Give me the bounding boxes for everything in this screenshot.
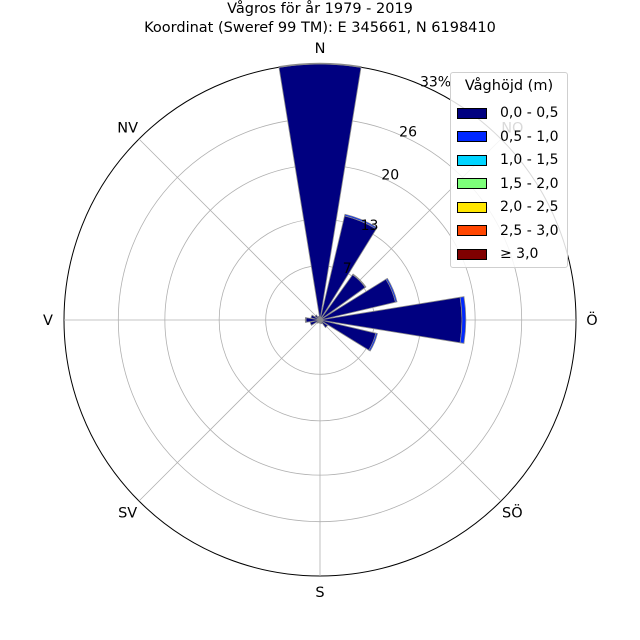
- legend-swatch: [457, 201, 487, 213]
- rose-bar: [344, 213, 378, 230]
- legend-label: 1,0 - 1,5: [500, 152, 559, 168]
- rose-bars: [278, 62, 467, 352]
- legend-swatch: [457, 131, 487, 142]
- rose-bar: [314, 314, 321, 321]
- legend-swatch: [457, 225, 487, 236]
- radial-tick-label: 33%: [420, 74, 451, 90]
- radial-tick-label: 26: [399, 125, 417, 141]
- rose-bar: [304, 317, 307, 323]
- grid-spoke: [138, 138, 321, 321]
- radial-tick-label: 7: [343, 261, 352, 277]
- direction-label: S: [315, 585, 324, 601]
- legend-item: 2,5 - 3,0: [457, 222, 558, 240]
- grid-spoke: [319, 319, 502, 502]
- radial-tick-labels: 7 13 20 26 33%: [343, 74, 451, 276]
- rose-bar: [319, 319, 329, 329]
- rose-bar: [278, 62, 362, 68]
- legend-item: 1,5 - 2,0: [457, 175, 558, 193]
- legend-label: 0,5 - 1,0: [500, 128, 559, 145]
- grid-spoke: [138, 319, 321, 502]
- legend-swatch: [457, 107, 487, 119]
- legend-swatch: [457, 248, 487, 260]
- direction-label: SV: [118, 505, 137, 521]
- chart-title: Vågros för år 1979 - 2019: [227, 1, 413, 17]
- direction-label: SÖ: [502, 503, 523, 521]
- legend-label: 0,0 - 0,5: [500, 105, 559, 121]
- rose-bar: [352, 273, 367, 288]
- direction-label: NV: [117, 121, 138, 137]
- direction-label: Ö: [586, 311, 597, 329]
- direction-label: N: [315, 41, 326, 57]
- radial-tick-label: 13: [361, 218, 379, 234]
- rose-bar: [368, 332, 378, 352]
- legend-item: 0,0 - 0,5: [457, 104, 558, 122]
- legend-label: 2,5 - 3,0: [500, 222, 559, 239]
- legend: Våghöjd (m) 0,0 - 0,5 0,5 - 1,0 1,0 - 1,5 1…: [450, 72, 568, 268]
- legend-item: 2,0 - 2,5: [457, 198, 558, 216]
- legend-label: 1,5 - 2,0: [500, 175, 559, 192]
- rose-bar: [317, 315, 321, 321]
- legend-item: ≥ 3,0: [457, 245, 538, 263]
- chart-subtitle: Koordinat (Sweref 99 TM): E 345661, N 61…: [144, 20, 496, 36]
- legend-label: ≥ 3,0: [500, 246, 539, 262]
- direction-label: V: [43, 313, 53, 329]
- legend-item: 1,0 - 1,5: [457, 151, 558, 169]
- rose-bar: [385, 277, 398, 303]
- legend-swatch: [457, 154, 487, 166]
- legend-title: Våghöjd (m): [464, 78, 554, 94]
- rose-bar: [309, 319, 321, 326]
- rose-bar: [459, 296, 467, 344]
- radial-tick-label: 20: [381, 168, 399, 184]
- legend-label: 2,0 - 2,5: [500, 199, 559, 215]
- legend-swatch: [457, 178, 487, 189]
- legend-item: 0,5 - 1,0: [457, 128, 558, 146]
